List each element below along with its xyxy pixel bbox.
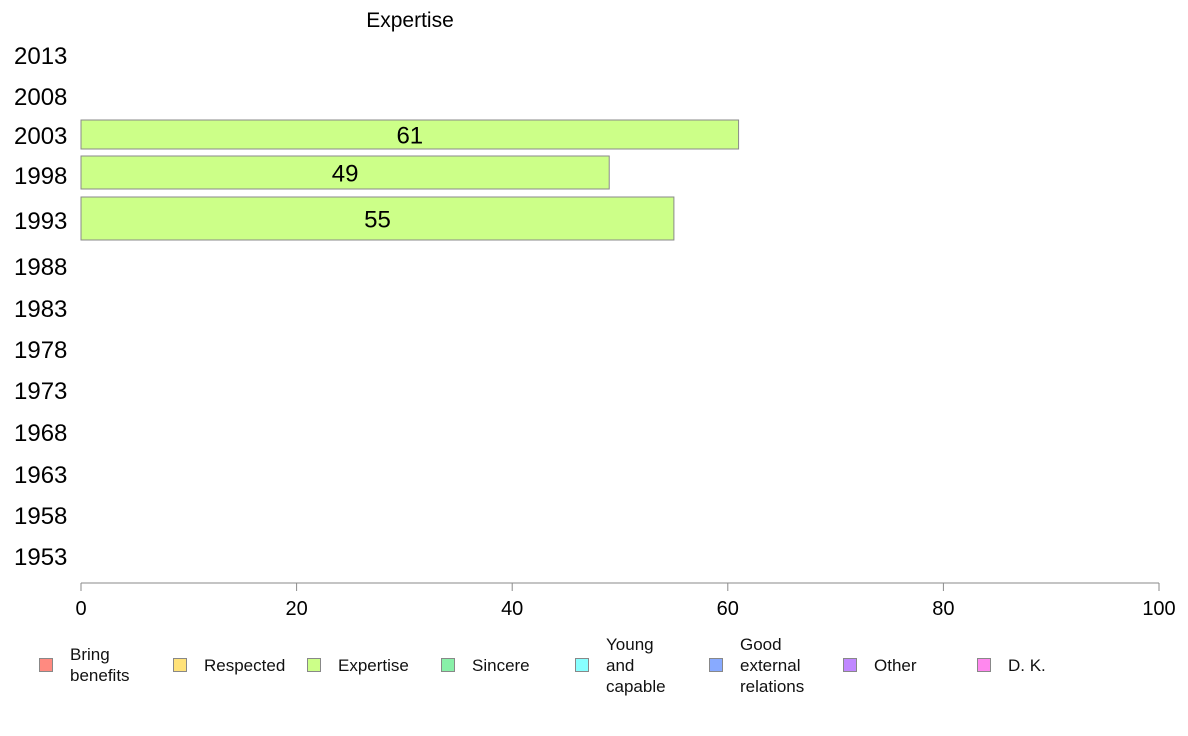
legend-item: Respected xyxy=(173,630,286,700)
legend-swatch xyxy=(709,658,723,672)
y-tick-label: 1993 xyxy=(14,208,67,235)
y-tick-label: 2013 xyxy=(14,43,67,70)
bar xyxy=(80,196,675,241)
chart-title: Expertise xyxy=(366,9,454,32)
chart: Expertise 2013 2008 2003 1998 1993 1988 1983 19… xyxy=(14,9,1176,620)
bar-value-label: 55 xyxy=(364,207,391,234)
legend-swatch xyxy=(307,658,321,672)
legend-swatch xyxy=(39,658,53,672)
legend-label: D. K. xyxy=(1008,655,1046,675)
y-tick-label: 1963 xyxy=(14,462,67,489)
legend-item: D. K. xyxy=(977,630,1088,700)
bar-value-label: 49 xyxy=(332,161,359,188)
legend-label: Expertise xyxy=(338,655,409,675)
legend-item: Sincere xyxy=(441,630,552,700)
legend-item: Other xyxy=(843,630,954,700)
x-tick-label: 80 xyxy=(932,598,954,620)
y-tick-label: 1958 xyxy=(14,503,67,530)
legend-label: Respected xyxy=(204,655,286,675)
bar-value-label: 61 xyxy=(396,123,423,150)
y-tick-label: 1973 xyxy=(14,378,67,405)
y-tick-label: 1978 xyxy=(14,337,67,364)
legend-label: Bring benefits xyxy=(70,645,130,685)
legend-label: Sincere xyxy=(472,655,530,675)
x-tick-label: 60 xyxy=(717,598,739,620)
y-tick-label: 1988 xyxy=(14,254,67,281)
x-tick-label: 100 xyxy=(1142,598,1175,620)
legend-label: Other xyxy=(874,655,917,675)
legend-label: Good external relations xyxy=(740,634,805,696)
y-axis-ticks: 2013 2008 2003 1998 1993 1988 1983 1978 1973 1968… xyxy=(14,43,67,571)
legend-label: Young and capable xyxy=(606,634,666,696)
y-tick-label: 1998 xyxy=(14,163,67,190)
x-tick-label: 40 xyxy=(501,598,523,620)
legend-item: Young and capable xyxy=(575,630,686,700)
bar xyxy=(80,155,610,190)
y-tick-label: 1953 xyxy=(14,544,67,571)
y-tick-label: 1968 xyxy=(14,420,67,447)
x-axis: 0 20 40 60 80 100 xyxy=(75,582,1176,620)
legend-swatch xyxy=(441,658,455,672)
x-tick-label: 20 xyxy=(285,598,307,620)
y-tick-label: 2008 xyxy=(14,84,67,111)
bar xyxy=(80,119,740,150)
legend-item: Good external relations xyxy=(709,630,820,700)
legend-item: Expertise xyxy=(307,630,418,700)
legend: Bring benefits Respected Expertise Sincere Y… xyxy=(0,630,1188,710)
x-tick-label: 0 xyxy=(75,598,86,620)
legend-item: Bring benefits xyxy=(39,630,150,700)
legend-swatch xyxy=(173,658,187,672)
legend-swatch xyxy=(575,658,589,672)
y-tick-label: 1983 xyxy=(14,296,67,323)
legend-swatch xyxy=(977,658,991,672)
y-tick-label: 2003 xyxy=(14,123,67,150)
legend-swatch xyxy=(843,658,857,672)
